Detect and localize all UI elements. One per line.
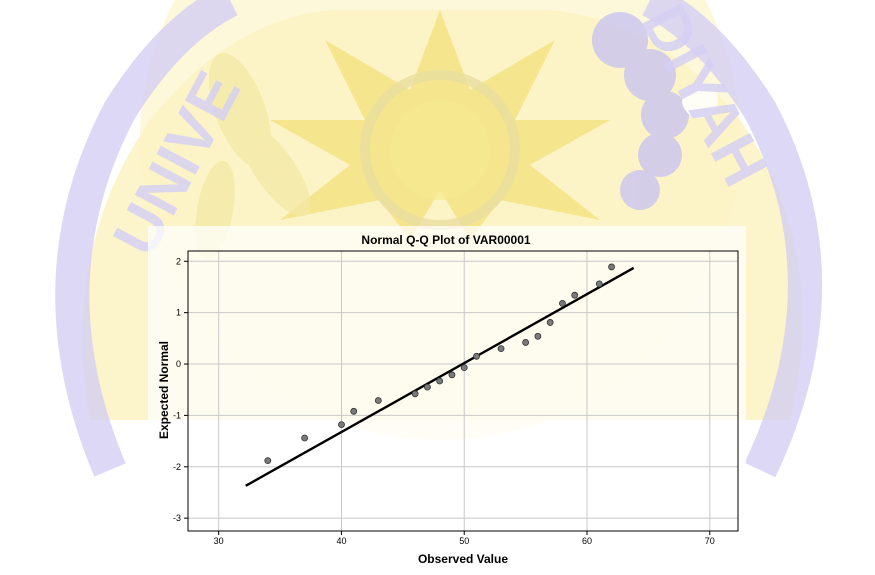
- data-point: [448, 371, 456, 379]
- axis-ticks: 30 40 50 60 70 2 1 0 -1 -2 -3: [173, 256, 715, 546]
- chart-title: Normal Q-Q Plot of VAR00001: [361, 233, 530, 247]
- data-point: [460, 364, 468, 372]
- x-axis-label: Observed Value: [418, 552, 508, 566]
- data-point: [571, 291, 579, 299]
- y-tick-label: 1: [176, 308, 181, 318]
- reference-line-layer: [245, 266, 635, 487]
- y-axis-label: Expected Normal: [157, 341, 171, 439]
- data-point: [546, 319, 554, 326]
- data-point: [522, 339, 530, 346]
- y-tick-label: -3: [173, 513, 181, 523]
- data-point: [374, 397, 382, 404]
- seal-outer-arc-left: [55, 0, 238, 477]
- data-point: [559, 300, 566, 307]
- data-point: [595, 280, 603, 288]
- y-tick-label: 2: [176, 256, 181, 266]
- seal-leaf-ornament-right: [592, 12, 718, 210]
- data-point: [534, 332, 542, 340]
- chart-panel: [148, 226, 746, 575]
- x-tick-label: 30: [214, 536, 224, 546]
- y-tick-label: -1: [173, 410, 181, 420]
- x-tick-label: 50: [459, 536, 469, 546]
- data-point: [338, 421, 345, 429]
- data-point: [264, 457, 272, 465]
- data-point: [301, 434, 309, 442]
- data-point: [436, 377, 444, 385]
- reference-line: [245, 266, 635, 487]
- data-point: [423, 383, 431, 391]
- x-tick-label: 40: [336, 536, 346, 546]
- seal-inner-ring: [360, 70, 520, 230]
- x-tick-label: 60: [582, 536, 592, 546]
- data-point: [497, 345, 505, 353]
- data-point: [473, 352, 480, 360]
- plot-area-frame: [187, 250, 739, 532]
- data-point: [350, 407, 358, 415]
- data-point: [608, 263, 615, 271]
- y-tick-label: 0: [176, 359, 181, 369]
- y-tick-label: -2: [173, 462, 181, 472]
- data-point: [411, 390, 419, 398]
- x-tick-label: 70: [705, 536, 715, 546]
- data-points: [264, 263, 615, 465]
- seal-outer-arc-right: [642, 0, 822, 478]
